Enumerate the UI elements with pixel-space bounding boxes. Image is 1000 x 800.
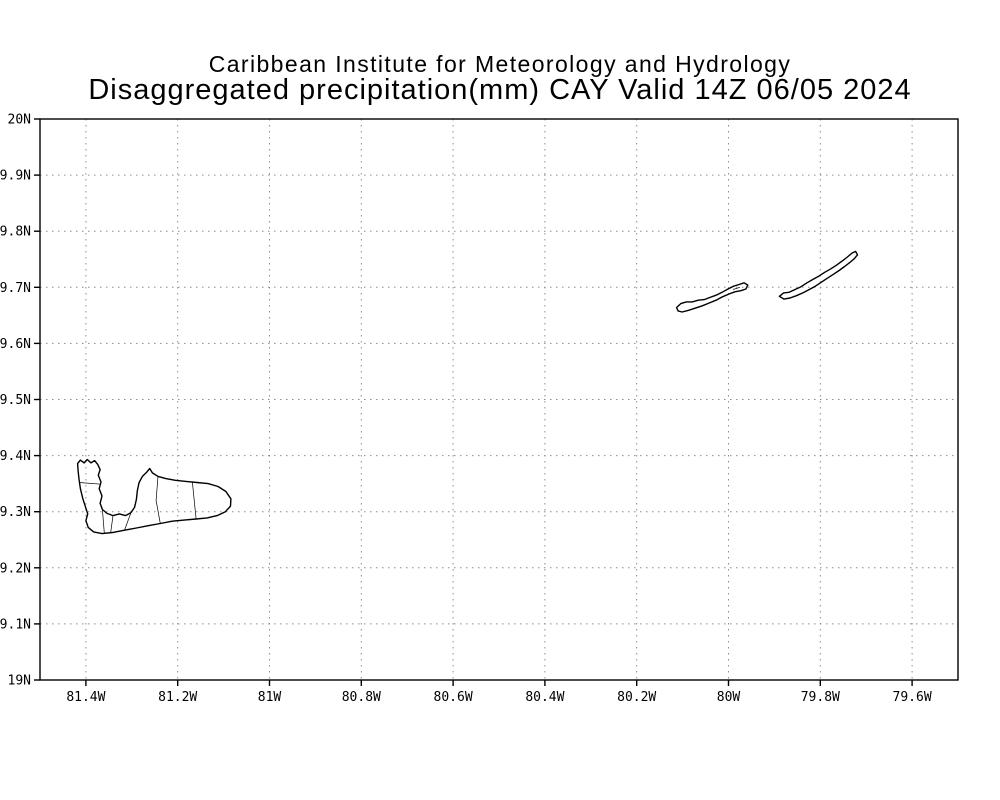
y-tick-label: 19N <box>8 674 31 689</box>
y-tick-label: 19.8N <box>0 225 31 240</box>
island-coastline-grand-cayman <box>76 458 232 535</box>
district-boundary-grand-cayman <box>110 515 114 533</box>
district-boundary-grand-cayman <box>124 512 132 531</box>
x-tick-label: 80W <box>717 690 741 705</box>
y-tick-label: 20N <box>8 113 31 128</box>
x-tick-label: 80.4W <box>525 690 564 705</box>
x-tick-label: 81.4W <box>66 690 105 705</box>
plot-frame <box>39 118 959 681</box>
y-tick-label: 19.1N <box>0 617 31 632</box>
island-coastline-cayman-brac <box>778 250 859 300</box>
y-tick-label: 19.9N <box>0 169 31 184</box>
district-boundary-grand-cayman <box>155 476 161 524</box>
district-boundary-little-cayman <box>732 286 741 290</box>
y-tick-label: 19.5N <box>0 393 31 408</box>
y-tick-label: 19.3N <box>0 505 31 520</box>
y-tick-label: 19.2N <box>0 561 31 576</box>
district-boundary-grand-cayman <box>192 482 197 520</box>
x-tick-label: 80.6W <box>434 690 473 705</box>
island-coastline-little-cayman <box>675 282 749 313</box>
x-tick-label: 80.8W <box>342 690 381 705</box>
x-tick-label: 79.8W <box>801 690 840 705</box>
x-tick-label: 79.6W <box>893 690 932 705</box>
x-tick-label: 81.2W <box>158 690 197 705</box>
y-tick-label: 19.7N <box>0 281 31 296</box>
chart-title-line1: Caribbean Institute for Meteorology and … <box>208 51 792 77</box>
chart-title-line2: Disaggregated precipitation(mm) CAY Vali… <box>88 74 912 106</box>
y-tick-label: 19.6N <box>0 337 31 352</box>
x-tick-label: 81W <box>258 690 282 705</box>
y-tick-label: 19.4N <box>0 449 31 464</box>
district-boundary-grand-cayman <box>102 509 105 534</box>
x-tick-label: 80.2W <box>617 690 656 705</box>
district-boundary-grand-cayman <box>78 482 102 485</box>
